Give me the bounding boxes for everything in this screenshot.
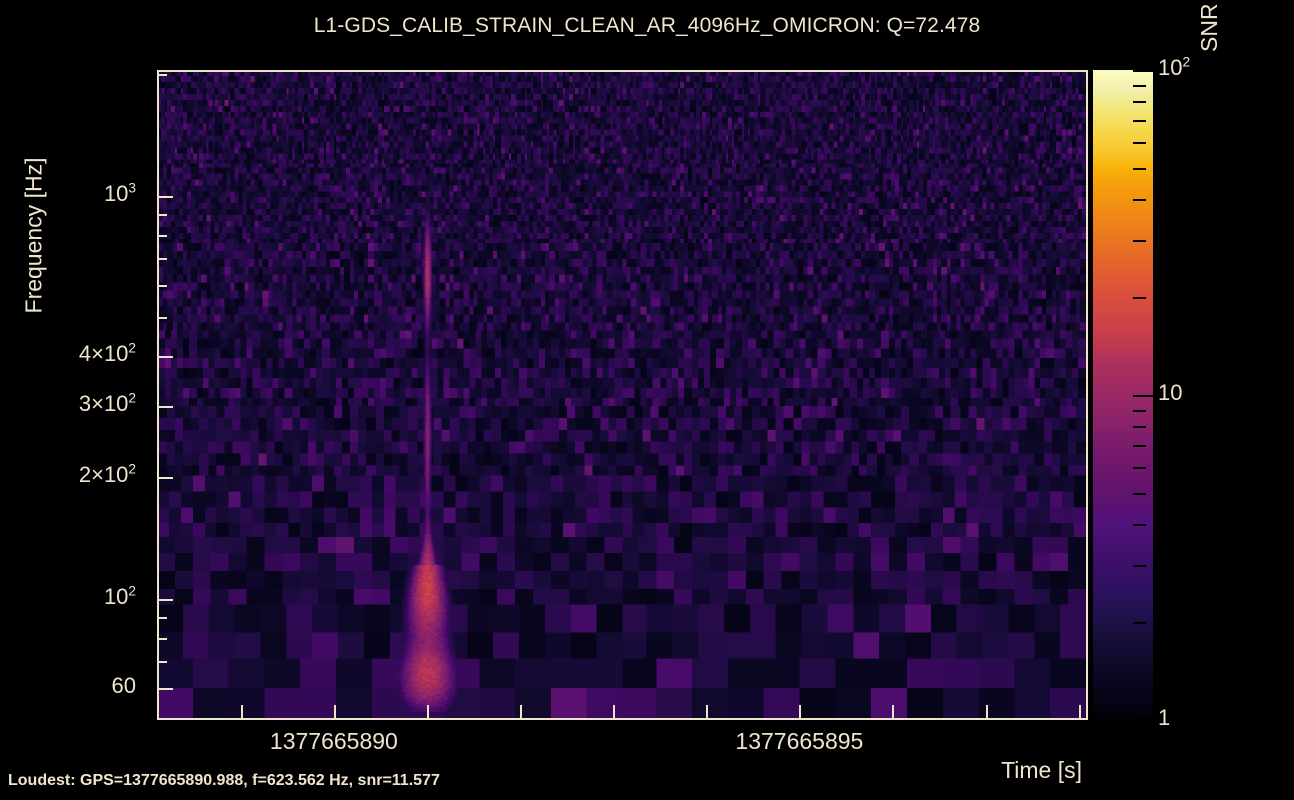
y-tick-label: 2×102 bbox=[78, 461, 136, 488]
colorbar-tick-mark bbox=[1133, 426, 1146, 429]
x-tick-label: 1377665890 bbox=[269, 728, 398, 754]
y-tick-mark-minor bbox=[157, 213, 167, 216]
x-tick-mark bbox=[520, 705, 523, 720]
colorbar-tick-mark bbox=[1133, 101, 1146, 104]
spectrogram-heatmap[interactable] bbox=[159, 72, 1086, 718]
x-tick-mark bbox=[706, 705, 709, 720]
y-axis-tick-labels: 103 4×102 3×102 2×102 102 60 bbox=[0, 0, 148, 800]
y-tick-mark-minor bbox=[157, 661, 167, 664]
plot-area[interactable] bbox=[157, 70, 1088, 720]
y-tick-mark-minor bbox=[157, 257, 167, 260]
x-tick-mark bbox=[613, 705, 616, 720]
y-tick-mark bbox=[157, 688, 173, 691]
colorbar-tick-mark bbox=[1133, 239, 1146, 242]
y-tick-mark bbox=[157, 406, 173, 409]
y-tick-mark-minor bbox=[157, 617, 167, 620]
colorbar-tick-mark bbox=[1133, 492, 1146, 495]
y-tick-mark-minor bbox=[157, 637, 167, 640]
colorbar-tick-mark bbox=[1133, 84, 1146, 87]
y-tick-mark bbox=[157, 598, 173, 601]
x-axis-tick-labels: 1377665890 1377665895 bbox=[0, 728, 1294, 762]
colorbar-tick-label: 1 bbox=[1158, 705, 1171, 730]
page-title: L1-GDS_CALIB_STRAIN_CLEAN_AR_4096Hz_OMIC… bbox=[313, 14, 981, 37]
colorbar-tick-mark-major bbox=[1133, 718, 1153, 720]
colorbar-tick-label: 102 bbox=[1158, 54, 1191, 80]
x-axis-label: Time [s] bbox=[1001, 757, 1082, 783]
colorbar-tick-mark bbox=[1133, 409, 1146, 412]
y-tick-mark-minor bbox=[157, 74, 167, 77]
colorbar-tick-mark bbox=[1133, 297, 1146, 300]
y-tick-label: 103 bbox=[103, 180, 136, 206]
colorbar-tick-mark bbox=[1133, 524, 1146, 527]
colorbar-tick-label: 10 bbox=[1158, 380, 1183, 405]
x-tick-label: 1377665895 bbox=[735, 728, 864, 754]
colorbar-title: SNR bbox=[1196, 3, 1222, 52]
y-tick-mark-minor bbox=[157, 316, 167, 319]
y-tick-mark bbox=[157, 195, 173, 198]
colorbar[interactable] bbox=[1093, 70, 1153, 720]
loudest-event-caption: Loudest: GPS=1377665890.988, f=623.562 H… bbox=[8, 772, 440, 789]
y-tick-mark-minor bbox=[157, 234, 167, 237]
colorbar-tick-mark bbox=[1133, 199, 1146, 202]
colorbar-tick-labels: 102 10 1 bbox=[1158, 0, 1238, 800]
x-tick-mark bbox=[799, 705, 802, 720]
y-tick-mark bbox=[157, 477, 173, 480]
x-tick-mark bbox=[1078, 705, 1081, 720]
y-tick-label: 4×102 bbox=[78, 340, 136, 366]
y-tick-label: 102 bbox=[103, 583, 136, 609]
colorbar-tick-mark bbox=[1133, 142, 1146, 145]
x-tick-mark bbox=[240, 705, 243, 720]
colorbar-tick-mark bbox=[1133, 467, 1146, 470]
colorbar-tick-mark bbox=[1133, 167, 1146, 170]
x-tick-mark bbox=[333, 705, 336, 720]
y-tick-mark-minor bbox=[157, 284, 167, 287]
x-tick-mark bbox=[892, 705, 895, 720]
y-tick-label: 3×102 bbox=[78, 390, 136, 417]
colorbar-tick-mark-major bbox=[1133, 395, 1153, 397]
colorbar-tick-mark-major bbox=[1133, 70, 1153, 72]
x-tick-mark bbox=[426, 705, 429, 720]
colorbar-tick-mark bbox=[1133, 445, 1146, 448]
colorbar-tick-mark bbox=[1133, 120, 1146, 123]
x-tick-mark bbox=[985, 705, 988, 720]
y-tick-mark bbox=[157, 355, 173, 358]
y-tick-label: 60 bbox=[111, 673, 136, 699]
colorbar-tick-mark bbox=[1133, 622, 1146, 625]
colorbar-tick-mark bbox=[1133, 564, 1146, 567]
